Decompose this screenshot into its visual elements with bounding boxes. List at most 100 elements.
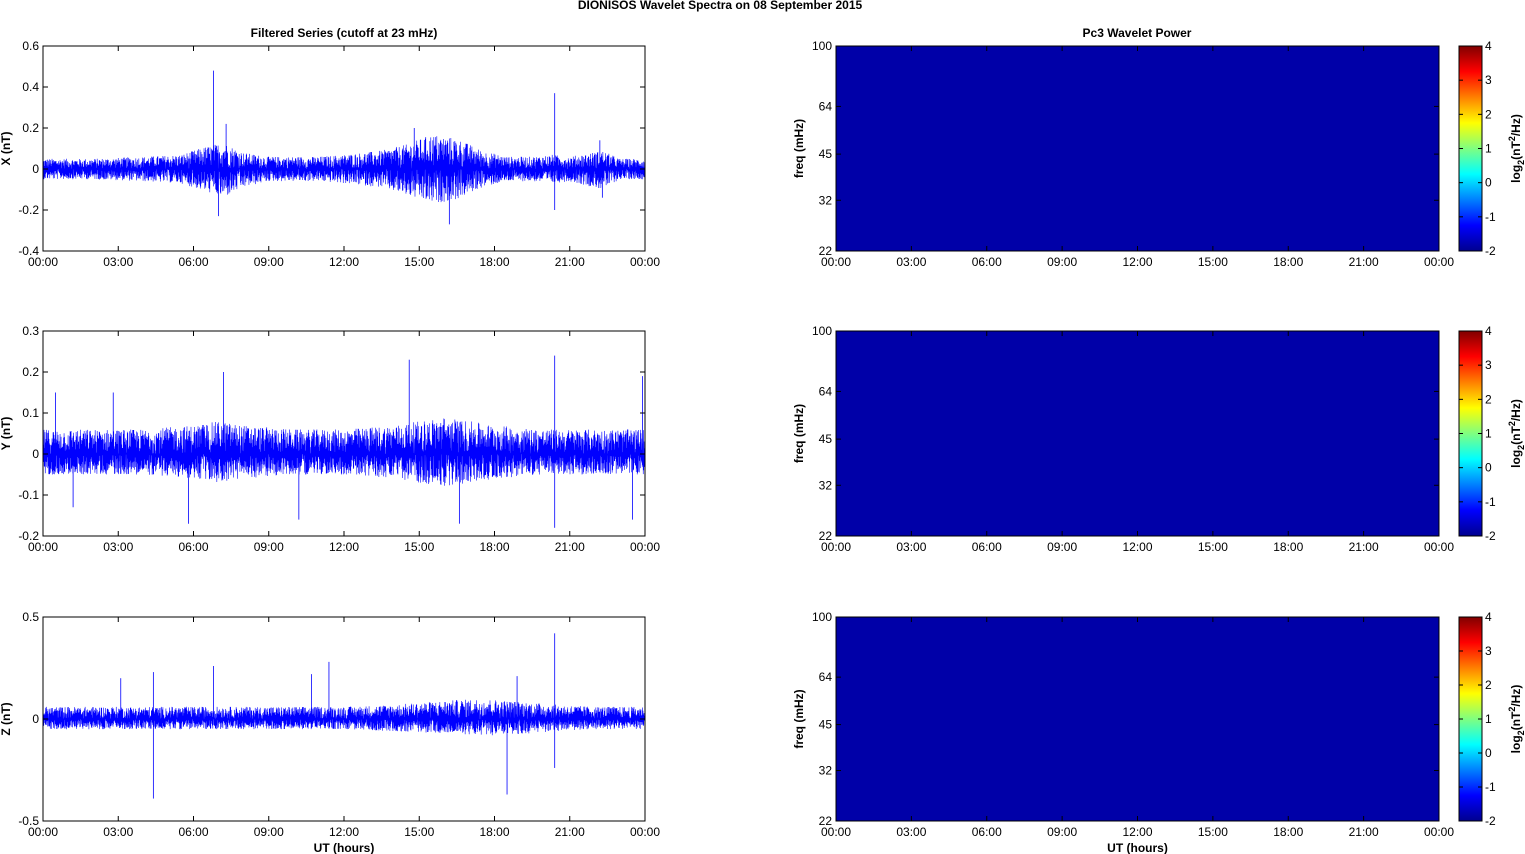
colorbar-tick-label: 0	[1485, 746, 1492, 760]
spectrum-heatmap	[836, 331, 1439, 536]
x-tick-label: 18:00	[479, 540, 509, 554]
x-tick-label: 06:00	[178, 825, 208, 839]
x-tick-label: 00:00	[1424, 825, 1454, 839]
y-tick-label: 32	[819, 193, 833, 207]
colorbar-tick-label: 2	[1485, 107, 1492, 121]
colorbar-label: log2(nT2/Hz)	[1507, 685, 1525, 754]
timeseries-panel-y: -0.2 -0.1 0 0.1 0.2 0.3 Y (nT) 00:00 03:00 06:00 0…	[0, 324, 660, 554]
y-axis-label: Z (nT)	[0, 702, 13, 735]
left-column-title: Filtered Series (cutoff at 23 mHz)	[251, 26, 438, 40]
y-tick-label: 22	[819, 814, 833, 828]
y-tick-label: 0	[32, 162, 39, 176]
x-tick-label: 12:00	[1122, 540, 1152, 554]
x-axis-label: UT (hours)	[1107, 841, 1168, 854]
x-tick-label: 18:00	[479, 255, 509, 269]
colorbar-label: log2(nT2/Hz)	[1507, 114, 1525, 183]
y-axis-label: freq (mHz)	[792, 404, 806, 463]
x-tick-label: 06:00	[178, 540, 208, 554]
x-tick-label: 18:00	[1273, 825, 1303, 839]
y-tick-label: -0.2	[18, 529, 39, 543]
colorbar-tick-label: 3	[1485, 358, 1492, 372]
x-tick-label: 09:00	[254, 825, 284, 839]
plot-area	[43, 331, 645, 536]
x-tick-label: 00:00	[28, 540, 58, 554]
y-tick-label: 0.6	[22, 39, 39, 53]
x-tick-label: 03:00	[896, 825, 926, 839]
x-tick-label: 00:00	[630, 255, 660, 269]
colorbar-tick-label: -2	[1485, 244, 1496, 258]
x-tick-label: 06:00	[972, 825, 1002, 839]
colorbar: -2 -1 0 1 2 3 4 log2(nT2/Hz)	[1458, 324, 1525, 543]
y-tick-label: 0.5	[22, 610, 39, 624]
colorbar-tick-label: 2	[1485, 392, 1492, 406]
colorbar-tick-label: -1	[1485, 780, 1496, 794]
x-tick-label: 03:00	[896, 255, 926, 269]
colorbar-tick-label: 2	[1485, 678, 1492, 692]
y-tick-label: 22	[819, 244, 833, 258]
x-tick-label: 18:00	[1273, 540, 1303, 554]
x-tick-label: 21:00	[1349, 825, 1379, 839]
x-tick-label: 15:00	[404, 255, 434, 269]
signal-trace	[42, 699, 646, 736]
colorbar-tick-label: 3	[1485, 644, 1492, 658]
y-tick-label: 0.3	[22, 324, 39, 338]
right-column-title: Pc3 Wavelet Power	[1083, 26, 1192, 40]
y-tick-label: 100	[812, 39, 832, 53]
x-tick-label: 12:00	[1122, 825, 1152, 839]
colorbar: -2 -1 0 1 2 3 4 log2(nT2/Hz)	[1458, 610, 1525, 828]
x-tick-label: 03:00	[103, 540, 133, 554]
y-tick-label: -0.4	[18, 244, 39, 258]
y-tick-label: -0.5	[18, 814, 39, 828]
x-tick-label: 00:00	[630, 825, 660, 839]
spectrum-heatmap	[836, 617, 1439, 821]
x-tick-label: 21:00	[555, 825, 585, 839]
colorbar-tick-label: -1	[1485, 210, 1496, 224]
x-tick-label: 00:00	[630, 540, 660, 554]
x-tick-label: 09:00	[254, 540, 284, 554]
x-tick-label: 09:00	[1047, 825, 1077, 839]
x-tick-label: 00:00	[28, 825, 58, 839]
x-tick-label: 09:00	[1047, 255, 1077, 269]
y-tick-label: 45	[819, 718, 833, 732]
x-tick-label: 12:00	[329, 255, 359, 269]
x-tick-label: 09:00	[254, 255, 284, 269]
y-tick-label: 0.4	[22, 80, 39, 94]
x-tick-label: 06:00	[178, 255, 208, 269]
y-tick-label: 0.2	[22, 121, 39, 135]
y-tick-label: 0.1	[22, 406, 39, 420]
y-tick-label: -0.1	[18, 488, 39, 502]
y-tick-label: 64	[819, 384, 833, 398]
x-tick-label: 18:00	[1273, 255, 1303, 269]
x-tick-label: 15:00	[404, 825, 434, 839]
colorbar-tick-label: -1	[1485, 495, 1496, 509]
signal-trace	[42, 136, 646, 203]
x-tick-label: 03:00	[103, 255, 133, 269]
colorbar-tick-label: 4	[1485, 324, 1492, 338]
y-axis-label: freq (mHz)	[792, 119, 806, 178]
x-tick-label: 12:00	[329, 825, 359, 839]
colorbar-tick-label: -2	[1485, 814, 1496, 828]
x-tick-label: 00:00	[821, 255, 851, 269]
timeseries-panel-x: -0.4 -0.2 0 0.2 0.4 0.6 X (nT) 00:00 03:00 06:00 0…	[0, 39, 660, 269]
x-tick-label: 06:00	[972, 540, 1002, 554]
y-axis-label: Y (nT)	[0, 417, 13, 451]
y-tick-label: 0	[32, 712, 39, 726]
x-tick-label: 21:00	[1349, 540, 1379, 554]
colorbar-tick-label: 4	[1485, 39, 1492, 53]
y-axis-label: X (nT)	[0, 132, 13, 166]
x-tick-label: 12:00	[329, 540, 359, 554]
x-tick-label: 00:00	[28, 255, 58, 269]
x-tick-label: 00:00	[1424, 540, 1454, 554]
x-tick-label: 03:00	[896, 540, 926, 554]
x-tick-label: 21:00	[555, 540, 585, 554]
y-tick-label: 100	[812, 610, 832, 624]
x-tick-label: 09:00	[1047, 540, 1077, 554]
x-tick-label: 15:00	[1198, 825, 1228, 839]
colorbar: -2 -1 0 1 2 3 4 log2(nT2/Hz)	[1458, 39, 1525, 258]
y-tick-label: 45	[819, 432, 833, 446]
x-tick-label: 21:00	[1349, 255, 1379, 269]
